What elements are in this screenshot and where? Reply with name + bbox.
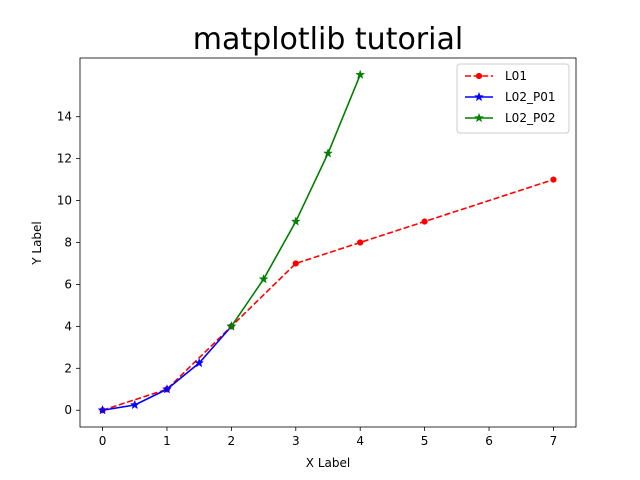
data-point [290, 216, 301, 226]
legend-marker [473, 112, 485, 123]
legend-label: L02_P01 [505, 90, 555, 104]
y-tick-label: 14 [57, 110, 72, 124]
legend-frame [456, 63, 570, 134]
data-point [421, 218, 428, 225]
x-tick-label: 3 [292, 434, 300, 448]
legend-marker [473, 91, 485, 102]
data-point [258, 273, 269, 284]
x-tick-label: 1 [163, 434, 171, 448]
data-point [97, 404, 108, 415]
chart-title: matplotlib tutorial [193, 22, 463, 57]
legend-label: L01 [505, 69, 527, 83]
data-point [550, 176, 557, 183]
data-point [226, 321, 237, 331]
legend: L01 L02_P01 L02_P02 [456, 63, 570, 134]
legend-label: L02_P02 [505, 111, 555, 125]
y-tick-label: 6 [64, 277, 72, 291]
x-tick-label: 5 [421, 434, 429, 448]
axes-frame [79, 57, 577, 428]
data-point [357, 239, 364, 246]
data-point [292, 260, 299, 267]
y-tick-label: 2 [64, 361, 72, 375]
data-point [355, 69, 366, 80]
y-tick-label: 12 [57, 152, 72, 166]
legend-marker [475, 72, 483, 80]
x-tick-label: 6 [485, 434, 493, 448]
y-axis-label: Y Label [30, 221, 44, 266]
y-tick-label: 4 [64, 319, 72, 333]
y-tick-label: 0 [64, 403, 72, 417]
data-point [129, 399, 140, 410]
data-point [161, 383, 172, 394]
y-tick-label: 8 [64, 236, 72, 250]
data-point [322, 148, 334, 158]
x-tick-label: 7 [550, 434, 558, 448]
x-tick-label: 4 [356, 434, 364, 448]
x-tick-label: 0 [99, 434, 107, 448]
x-tick-label: 2 [228, 434, 236, 448]
y-tick-label: 10 [57, 194, 72, 208]
x-axis-label: X Label [306, 456, 350, 470]
data-point [194, 357, 205, 368]
